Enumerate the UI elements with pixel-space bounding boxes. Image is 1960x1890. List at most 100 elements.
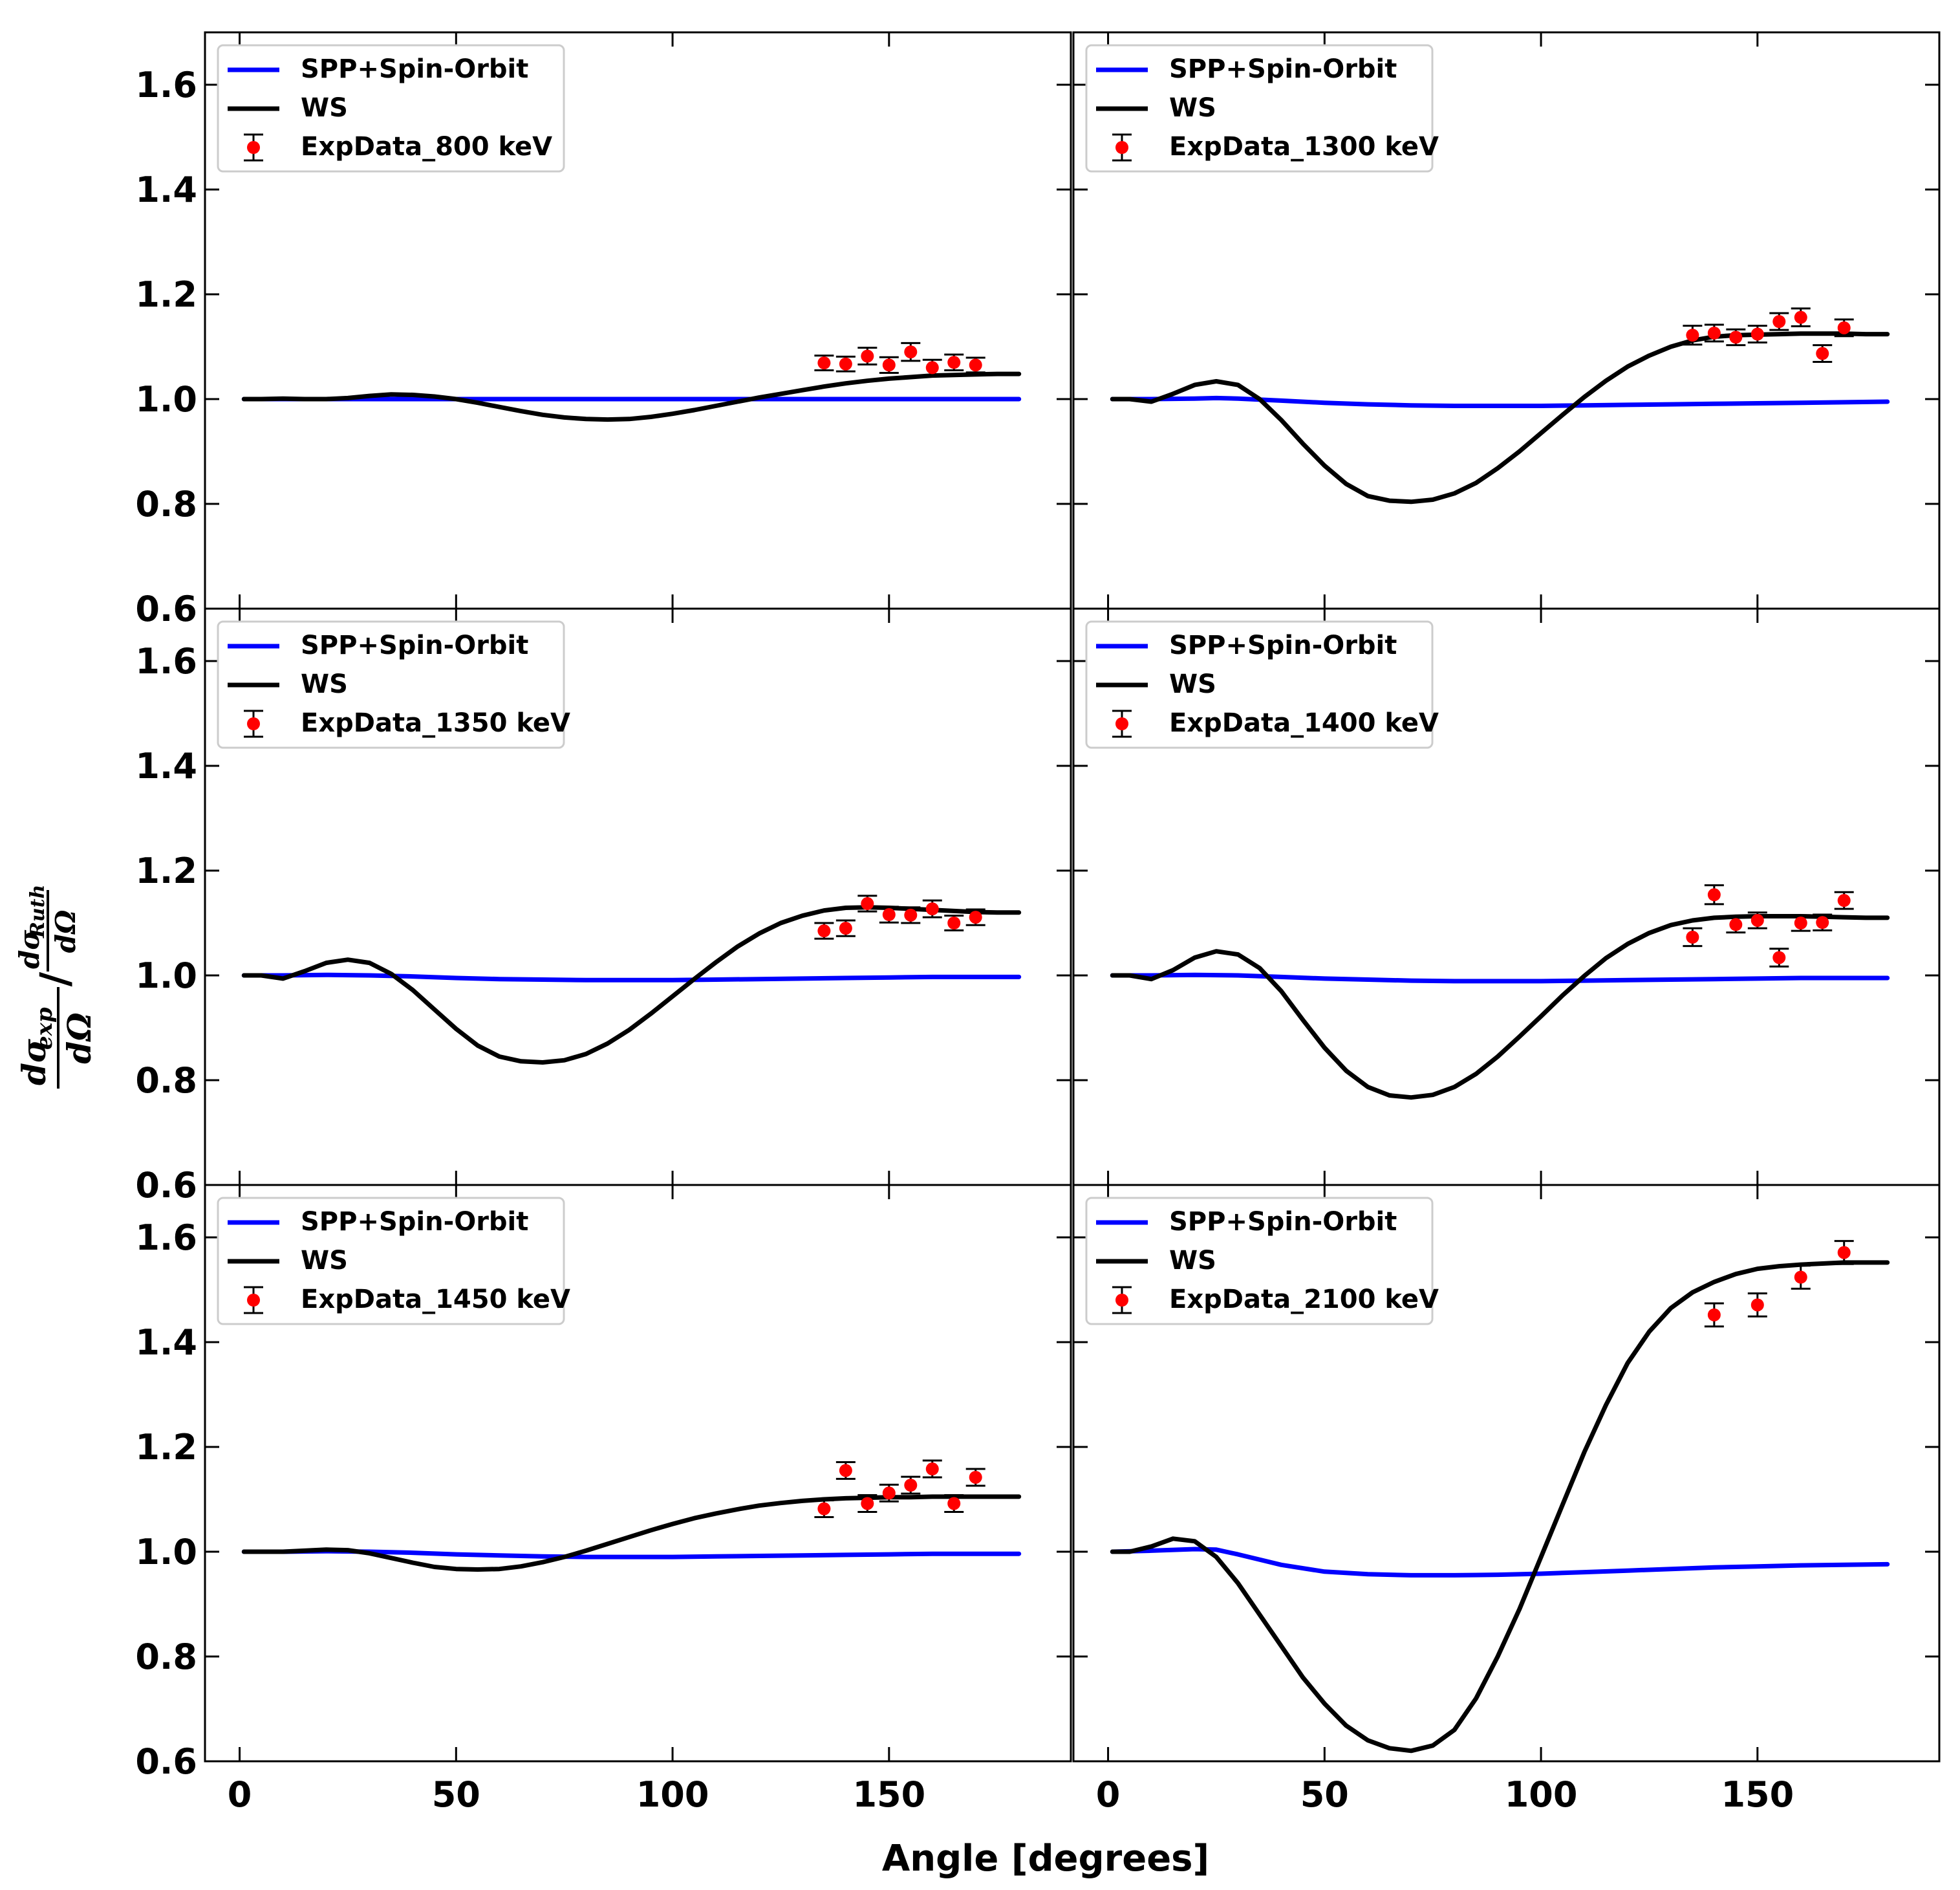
legend-label: SPP+Spin-Orbit <box>1169 54 1397 84</box>
exp-data-point <box>835 1461 856 1480</box>
exp-data-point <box>835 355 856 373</box>
exp-marker <box>925 361 939 375</box>
exp-marker <box>947 1497 961 1510</box>
panel-6: 0 50 100 150 SPP+Spin-Orbit WS ExpData_2100 ke… <box>1072 1184 1941 1815</box>
exp-marker <box>839 1464 852 1477</box>
spp-spin-orbit-line <box>1110 972 1890 984</box>
exp-data-point <box>1726 328 1746 347</box>
legend-box <box>217 620 565 749</box>
exp-marker <box>969 358 982 372</box>
exp-marker <box>882 358 896 372</box>
exp-marker <box>861 349 874 363</box>
y-tick-label: 1.6 <box>135 1217 197 1258</box>
panel-1: 0.6 0.8 1.0 1.2 1.4 1.6 SPP+Spin-Orbit WS ExpDat… <box>135 31 1072 629</box>
legend-label: ExpData_1400 keV <box>1169 708 1439 738</box>
exp-data-point <box>857 1494 878 1513</box>
exp-marker <box>1686 329 1699 342</box>
exp-data-point <box>965 1468 985 1487</box>
y-tick-label: 0.8 <box>135 1636 197 1677</box>
x-tick-label: 50 <box>432 1774 480 1815</box>
exp-data-point <box>879 1483 899 1503</box>
y-tick-label: 0.6 <box>135 1165 197 1206</box>
exp-data-point <box>901 1475 921 1495</box>
exp-marker <box>1750 913 1764 927</box>
exp-marker <box>1729 918 1743 931</box>
exp-marker <box>1707 888 1721 902</box>
exp-data-point <box>901 906 921 924</box>
exp-data-point <box>857 895 878 913</box>
exp-data-point <box>1791 1265 1811 1290</box>
legend-label: ExpData_1350 keV <box>301 708 570 738</box>
legend-swatch-exp <box>247 141 260 154</box>
exp-marker <box>1794 917 1807 929</box>
y-tick-label: 0.6 <box>135 589 197 629</box>
exp-data-point <box>1747 1292 1767 1318</box>
exp-data-point <box>1834 1240 1854 1265</box>
legend-swatch-exp <box>247 1294 260 1307</box>
legend-label: SPP+Spin-Orbit <box>301 631 528 660</box>
y-tick-label: 1.6 <box>135 65 197 105</box>
exp-data-point <box>1683 325 1703 346</box>
exp-data-point <box>1704 884 1724 906</box>
spp-spin-orbit-line <box>1110 395 1890 408</box>
exp-data-point <box>1769 948 1789 968</box>
ws-line <box>1110 1260 1890 1754</box>
ws-line <box>241 371 1022 422</box>
y-tick-label: 1.0 <box>135 955 197 996</box>
exp-marker <box>1729 331 1743 344</box>
y-tick-label: 0.8 <box>135 484 197 525</box>
exp-marker <box>969 1470 982 1484</box>
legend-label: WS <box>1169 669 1216 699</box>
exp-marker <box>861 897 874 911</box>
exp-data-point <box>944 915 964 931</box>
exp-marker <box>817 1502 831 1515</box>
exp-marker <box>839 922 852 935</box>
y-tick-label: 0.6 <box>135 1741 197 1782</box>
panel-4: SPP+Spin-Orbit WS ExpData_1400 keV <box>1072 607 1941 1186</box>
y-label-part: dΩ <box>50 909 81 953</box>
exp-marker <box>904 908 918 922</box>
y-tick-label: 1.2 <box>135 274 197 315</box>
legend: SPP+Spin-Orbit WS ExpData_1350 keV <box>217 620 570 749</box>
exp-data-point <box>901 342 921 362</box>
exp-data-point <box>857 347 878 366</box>
curves <box>1110 884 1890 1100</box>
legend-label: SPP+Spin-Orbit <box>301 1207 528 1237</box>
exp-data-point <box>1813 344 1833 363</box>
exp-data-point <box>1834 891 1854 910</box>
exp-marker <box>882 908 896 922</box>
y-tick-label: 1.2 <box>135 851 197 891</box>
y-label-part: exp <box>32 1007 58 1050</box>
exp-marker <box>1816 916 1829 929</box>
legend: SPP+Spin-Orbit WS ExpData_1300 keV <box>1085 44 1439 173</box>
curves <box>241 895 1022 1065</box>
exp-data-point <box>944 353 964 371</box>
x-tick-label: 100 <box>636 1774 709 1815</box>
legend-label: SPP+Spin-Orbit <box>301 54 528 84</box>
y-tick-label: 1.4 <box>135 1322 197 1363</box>
exp-data-point <box>922 899 942 918</box>
spp-spin-orbit-line <box>1110 1547 1890 1578</box>
exp-marker <box>882 1486 896 1500</box>
exp-data-point <box>1813 913 1833 931</box>
exp-data-point <box>814 922 834 940</box>
exp-data-point <box>922 1459 942 1479</box>
exp-marker <box>1794 1270 1807 1284</box>
exp-data-point <box>1683 927 1703 948</box>
legend-box <box>217 44 565 173</box>
legend: SPP+Spin-Orbit WS ExpData_2100 keV <box>1085 1197 1439 1325</box>
legend-box <box>1085 620 1434 749</box>
legend-label: ExpData_800 keV <box>301 132 552 162</box>
x-axis-label: Angle [degrees] <box>882 1838 1209 1880</box>
panel-frame <box>1072 1184 1941 1763</box>
exp-data-point <box>879 356 899 374</box>
legend-box <box>217 1197 565 1325</box>
exp-data-point <box>1791 914 1811 932</box>
spp-spin-orbit-line <box>241 972 1022 983</box>
legend-swatch-exp <box>1115 1294 1128 1307</box>
exp-marker <box>839 357 852 371</box>
legend-label: WS <box>301 1246 348 1276</box>
exp-data-point <box>1704 323 1724 343</box>
